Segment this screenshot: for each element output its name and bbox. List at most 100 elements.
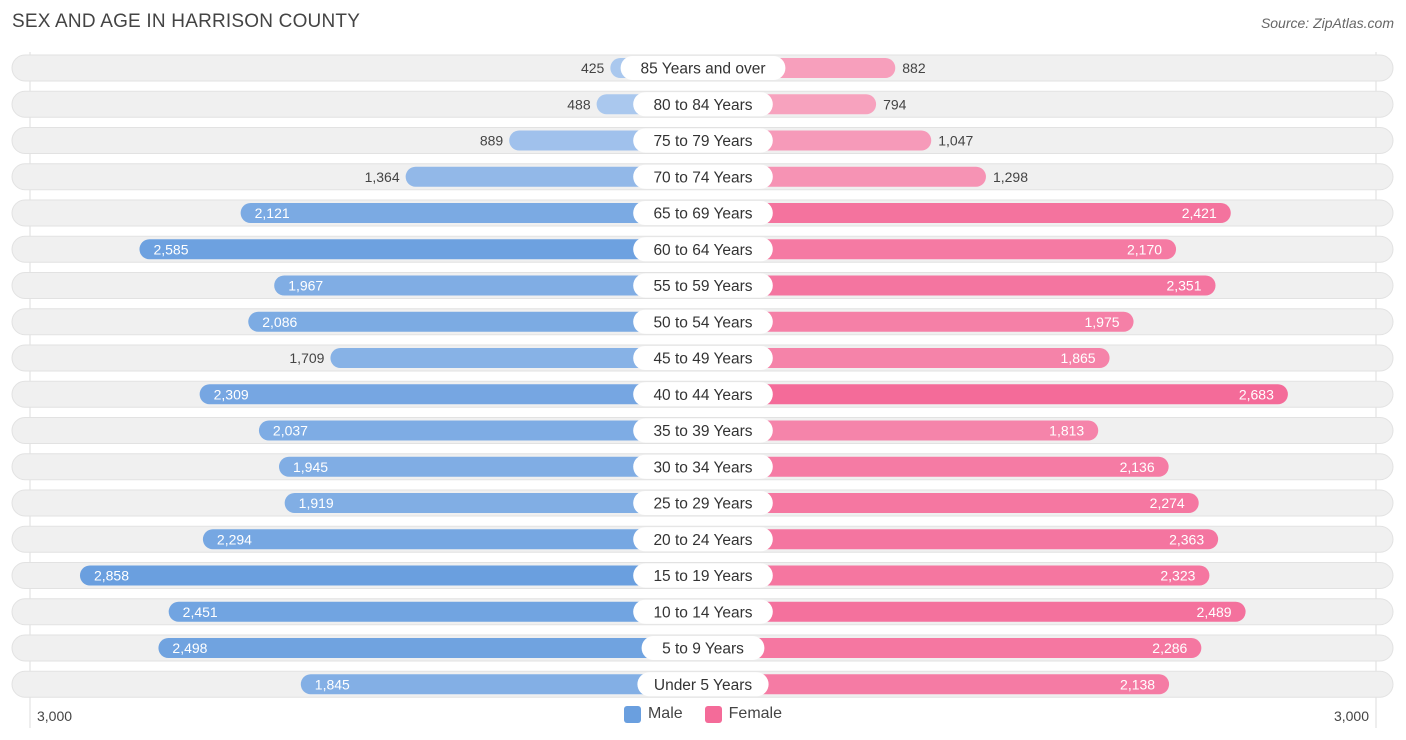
bar-male	[278, 456, 703, 477]
category-label: 55 to 59 Years	[653, 278, 752, 295]
value-label-female: 2,170	[1127, 241, 1162, 257]
value-label-male: 1,364	[365, 169, 400, 185]
bar-male	[79, 565, 704, 586]
bar-male	[240, 203, 703, 223]
value-label-female: 2,351	[1166, 278, 1201, 294]
category-pill	[633, 309, 773, 334]
value-label-female: 1,298	[993, 169, 1028, 185]
value-label-female: 2,136	[1120, 459, 1155, 475]
value-label-female: 2,138	[1120, 676, 1155, 692]
value-label-male: 889	[480, 133, 504, 149]
category-label: 20 to 24 Years	[653, 532, 752, 549]
bar-male	[300, 674, 703, 695]
bar-male	[199, 384, 703, 405]
value-label-male: 2,451	[183, 604, 218, 620]
bar-male	[158, 638, 703, 658]
value-label-male: 2,294	[217, 531, 252, 547]
category-pill	[633, 237, 773, 262]
value-label-male: 488	[567, 96, 591, 112]
legend-item-female[interactable]: Female	[704, 705, 783, 723]
category-pill	[633, 527, 773, 552]
bar-female	[703, 493, 1199, 513]
bar-male	[405, 166, 703, 187]
value-label-female: 882	[902, 60, 926, 76]
value-label-male: 1,709	[289, 350, 324, 366]
axis-right-label: 3,000	[1333, 708, 1369, 724]
axis-left-label: 3,000	[37, 708, 73, 724]
bar-female	[703, 638, 1202, 658]
category-label: 70 to 74 Years	[653, 169, 752, 186]
value-label-male: 1,845	[315, 676, 350, 692]
legend-swatch-female	[704, 705, 722, 723]
legend-label-female: Female	[728, 705, 783, 722]
bar-female	[703, 275, 1216, 296]
bar-female	[703, 601, 1246, 622]
category-label: 60 to 64 Years	[653, 242, 752, 259]
value-label-male: 1,967	[288, 278, 323, 294]
category-label: 15 to 19 Years	[653, 568, 752, 585]
category-label: 5 to 9 Years	[662, 641, 744, 658]
value-label-female: 2,274	[1150, 495, 1185, 511]
value-label-female: 794	[883, 96, 907, 112]
value-label-female: 2,363	[1169, 531, 1204, 547]
category-label: 45 to 49 Years	[653, 351, 752, 368]
category-pill	[633, 273, 773, 298]
bar-female	[703, 239, 1177, 260]
bar-male	[274, 275, 703, 296]
category-label: Under 5 Years	[654, 677, 752, 694]
bar-female	[703, 529, 1219, 550]
value-label-male: 425	[581, 60, 605, 76]
bar-female	[703, 384, 1288, 405]
category-pill	[633, 92, 773, 117]
category-pill	[633, 491, 773, 515]
category-label: 25 to 29 Years	[653, 496, 752, 513]
bar-female	[703, 311, 1134, 332]
bar-male	[248, 311, 703, 332]
value-label-female: 2,323	[1160, 568, 1195, 584]
value-label-female: 1,865	[1061, 350, 1096, 366]
bar-male	[168, 601, 703, 622]
bar-female	[703, 456, 1169, 477]
category-pill	[633, 563, 773, 588]
category-label: 65 to 69 Years	[653, 206, 752, 223]
chart-source: Source: ZipAtlas.com	[1260, 15, 1394, 31]
value-label-female: 1,813	[1049, 423, 1084, 439]
bar-male	[202, 529, 703, 550]
category-pill	[633, 164, 773, 189]
legend-swatch-male	[623, 705, 641, 723]
category-pill	[633, 418, 773, 443]
chart-title: SEX AND AGE IN HARRISON COUNTY	[12, 11, 361, 32]
value-label-male: 2,086	[262, 314, 297, 330]
category-label: 75 to 79 Years	[653, 133, 752, 150]
value-label-female: 2,421	[1182, 205, 1217, 221]
category-pill	[641, 636, 765, 660]
value-label-male: 2,498	[172, 640, 207, 656]
bar-male	[258, 420, 703, 441]
category-pill	[637, 672, 769, 697]
value-label-male: 1,919	[299, 495, 334, 511]
category-label: 10 to 14 Years	[653, 604, 752, 621]
category-pill	[633, 382, 773, 407]
bar-male	[139, 239, 704, 260]
category-label: 80 to 84 Years	[653, 97, 752, 114]
bar-female	[703, 565, 1210, 586]
bar-female	[703, 420, 1099, 441]
category-pill	[633, 128, 773, 153]
value-label-male: 2,037	[273, 423, 308, 439]
bar-male	[330, 348, 703, 368]
value-label-female: 1,047	[938, 133, 973, 149]
value-label-male: 1,945	[293, 459, 328, 475]
category-label: 40 to 44 Years	[653, 387, 752, 404]
value-label-female: 2,286	[1152, 640, 1187, 656]
legend-label-male: Male	[647, 705, 683, 722]
category-label: 85 Years and over	[641, 61, 766, 78]
category-pill	[633, 454, 773, 479]
category-pill	[620, 56, 786, 80]
legend-item-male[interactable]: Male	[623, 705, 683, 723]
value-label-male: 2,121	[255, 205, 290, 221]
value-label-female: 2,683	[1239, 386, 1274, 402]
bar-female	[703, 203, 1231, 223]
bar-female	[703, 674, 1170, 695]
category-pill	[633, 201, 773, 225]
category-pill	[633, 599, 773, 624]
